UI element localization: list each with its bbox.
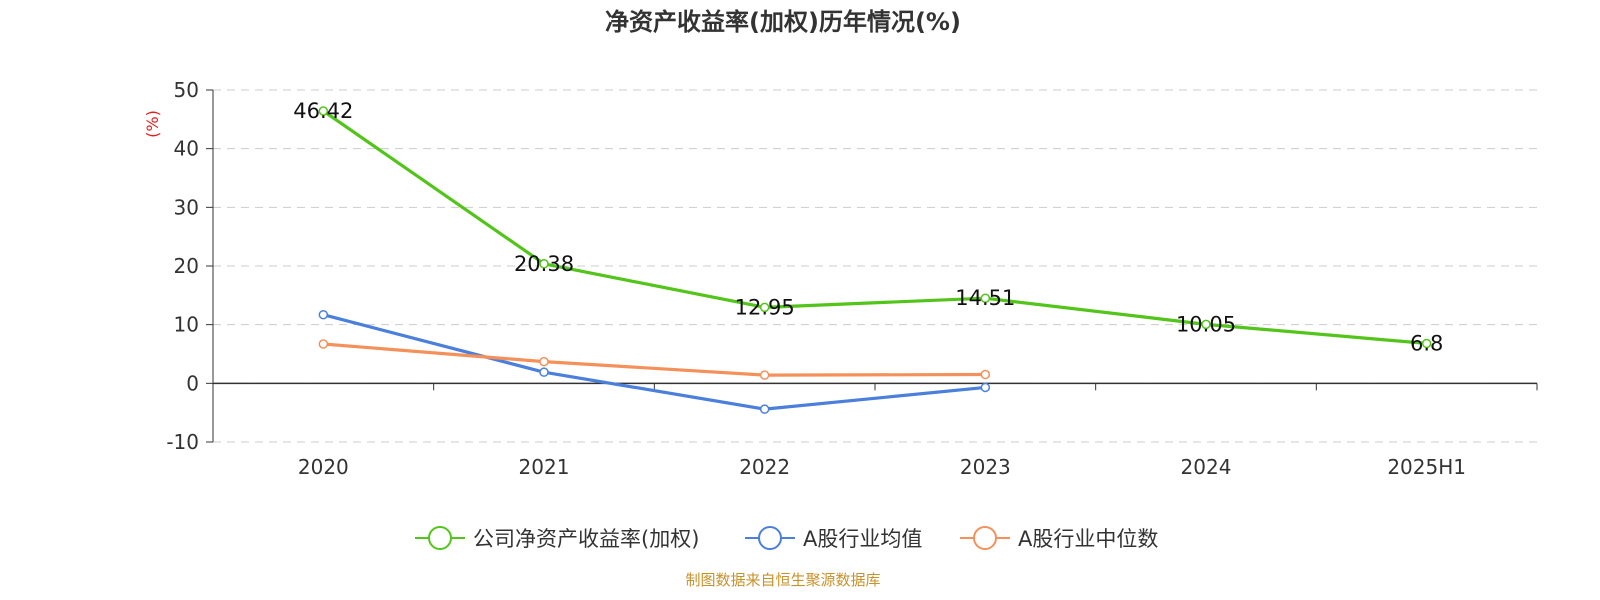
data-point bbox=[1201, 319, 1211, 330]
data-label: 20.38 bbox=[514, 252, 574, 276]
x-tick-label: 2020 bbox=[298, 455, 349, 479]
data-point bbox=[759, 404, 770, 414]
data-label: 14.51 bbox=[955, 286, 1015, 310]
data-point bbox=[318, 339, 329, 349]
data-point bbox=[1421, 338, 1432, 349]
data-point bbox=[318, 309, 329, 320]
x-tick-label: 2021 bbox=[519, 455, 570, 479]
y-tick-label: 0 bbox=[186, 371, 199, 395]
axes bbox=[206, 89, 1538, 443]
x-tick-label: 2024 bbox=[1181, 455, 1232, 479]
y-tick-label: 20 bbox=[174, 254, 199, 278]
series-line bbox=[322, 313, 986, 411]
data-label: 6.8 bbox=[1410, 331, 1443, 355]
source-note: 制图数据来自恒生聚源数据库 bbox=[685, 571, 880, 589]
y-tick-label: 30 bbox=[174, 195, 199, 219]
y-unit-label: (%) bbox=[143, 110, 162, 138]
data-label: 10.05 bbox=[1176, 312, 1236, 336]
data-point bbox=[980, 382, 991, 393]
legend-label: A股行业中位数 bbox=[1018, 527, 1158, 551]
legend-label: 公司净资产收益率(加权) bbox=[473, 527, 699, 551]
chart-title: 净资产收益率(加权)历年情况(%) bbox=[605, 8, 961, 36]
series-0 bbox=[318, 106, 1432, 349]
x-tick-label: 2022 bbox=[739, 455, 790, 479]
data-point bbox=[980, 293, 991, 303]
y-tick-labels: -10 0 10 20 30 40 50 bbox=[166, 78, 199, 454]
data-label: 12.95 bbox=[735, 295, 795, 319]
data-labels: 46.42 20.38 12.95 14.51 10.05 6.8 bbox=[293, 99, 1443, 355]
series-line bbox=[323, 342, 986, 377]
series-line bbox=[322, 109, 1427, 346]
legend-marker bbox=[428, 526, 452, 550]
y-tick-label: 10 bbox=[174, 313, 199, 337]
x-tick-label: 2023 bbox=[960, 455, 1011, 479]
data-point bbox=[759, 370, 770, 380]
series-2 bbox=[318, 339, 991, 380]
legend-marker bbox=[758, 526, 782, 550]
legend[interactable]: 公司净资产收益率(加权) A股行业均值 A股行业中位数 bbox=[415, 526, 1158, 551]
legend-marker bbox=[973, 526, 997, 550]
series-lines bbox=[318, 106, 1432, 414]
legend-item-1[interactable]: A股行业均值 bbox=[745, 526, 922, 551]
x-tick-label: 2025H1 bbox=[1387, 455, 1466, 479]
y-tick-label: 50 bbox=[174, 78, 199, 102]
legend-item-0[interactable]: 公司净资产收益率(加权) bbox=[415, 526, 699, 551]
y-tick-label: -10 bbox=[166, 430, 199, 454]
data-point bbox=[980, 369, 991, 380]
data-point bbox=[759, 302, 770, 313]
legend-label: A股行业均值 bbox=[803, 527, 922, 551]
y-tick-label: 40 bbox=[174, 137, 199, 161]
data-point bbox=[539, 356, 549, 367]
data-point bbox=[318, 106, 329, 116]
data-label: 46.42 bbox=[293, 99, 353, 123]
x-tick-labels: 2020 2021 2022 2023 2024 2025H1 bbox=[298, 455, 1466, 479]
data-point bbox=[539, 367, 549, 377]
series-1 bbox=[318, 309, 991, 414]
data-point bbox=[539, 259, 549, 269]
legend-item-2[interactable]: A股行业中位数 bbox=[960, 526, 1158, 551]
